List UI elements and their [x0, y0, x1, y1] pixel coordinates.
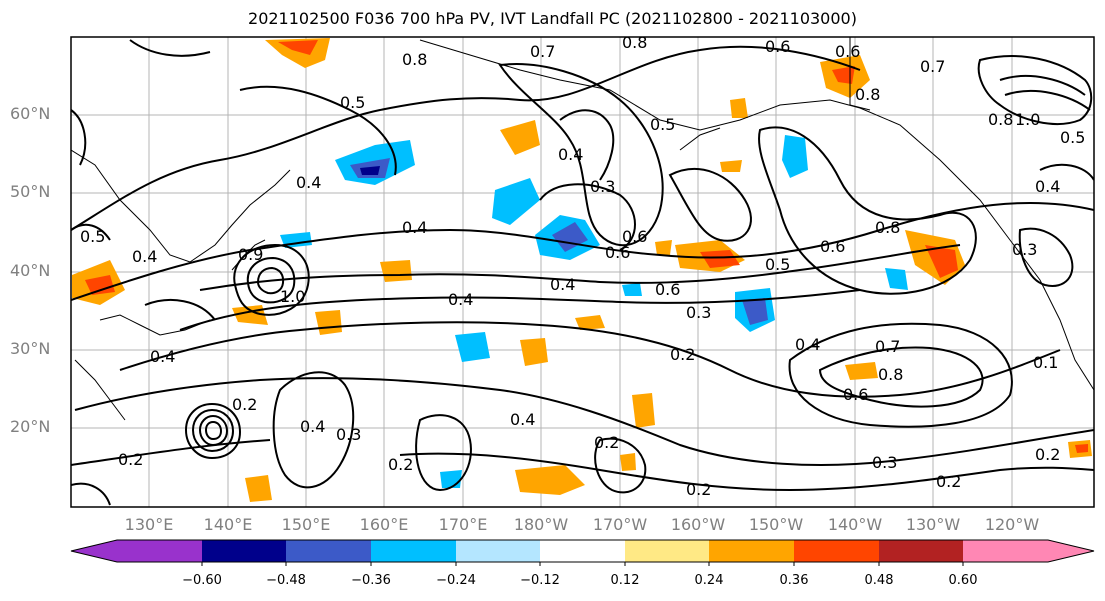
contour-label: 0.4 [550, 275, 575, 294]
contour-label: 0.7 [920, 57, 945, 76]
colorbar-tick-label: 0.24 [694, 573, 724, 588]
colorbar-tick-label: −0.60 [182, 573, 222, 588]
lon-label: 130°E [124, 515, 174, 534]
contour-label: 0.8 [622, 33, 647, 52]
contour-label: 0.2 [1035, 445, 1060, 464]
colorbar-bin [202, 540, 286, 562]
contour-label: 0.3 [590, 177, 615, 196]
contour-label: 0.2 [936, 472, 961, 491]
contour-label: 0.6 [605, 243, 630, 262]
lon-label: 160°W [670, 515, 726, 534]
contour-label: 0.5 [650, 115, 675, 134]
colorbar-extend-right [1048, 540, 1094, 562]
contour-label: 0.8 [402, 50, 427, 69]
contour-label: 0.9 [238, 245, 263, 264]
contour-label: 0.2 [594, 433, 619, 452]
colorbar-bin [286, 540, 371, 562]
lon-label: 150°W [748, 515, 804, 534]
contour-label: 0.6 [622, 227, 647, 246]
contour-label: 0.3 [336, 425, 361, 444]
lon-label: 160°E [359, 515, 409, 534]
contour-label: 0.3 [1012, 240, 1037, 259]
lat-label: 60°N [10, 104, 51, 123]
lat-label: 50°N [10, 182, 51, 201]
contour-label: 1.0 [280, 287, 305, 306]
lon-label: 130°W [905, 515, 961, 534]
contour-label: 0.4 [300, 417, 325, 436]
contour-label: 0.6 [765, 37, 790, 56]
lon-label: 120°W [984, 515, 1040, 534]
contour-label: 0.3 [872, 453, 897, 472]
colorbar-tick-label: 0.60 [948, 573, 978, 588]
map-frame [70, 36, 1095, 508]
contour-label: 0.5 [765, 255, 790, 274]
colorbar-outline [70, 539, 1095, 563]
contour-label: 0.2 [232, 395, 257, 414]
colorbar-tick-label: −0.36 [351, 573, 391, 588]
colorbar-bin [540, 540, 625, 562]
contour-label: 0.6 [843, 385, 868, 404]
contour-label: 0.3 [686, 303, 711, 322]
contour-label: 0.5 [340, 93, 365, 112]
contour-label: 0.2 [118, 450, 143, 469]
contour-labels: 0.8 0.7 0.6 0.6 0.8 0.5 0.4 0.3 0.5 0.4 … [80, 33, 1085, 499]
colorbar-tick-label: −0.12 [520, 573, 560, 588]
colorbar-bin [794, 540, 879, 562]
colorbar-bin [963, 540, 1048, 562]
colorbar-tick-label: 0.12 [610, 573, 640, 588]
contour-label: 0.7 [530, 42, 555, 61]
contour-label: 0.2 [388, 455, 413, 474]
colorbar-bin [625, 540, 709, 562]
contour-label: 0.1 [1033, 353, 1058, 372]
colorbar-extend-left [71, 540, 117, 562]
contour-label: 0.2 [670, 345, 695, 364]
contour-label: 0.4 [132, 247, 157, 266]
lon-label: 140°E [203, 515, 253, 534]
colorbar-bin [117, 540, 202, 562]
contour-label: 0.4 [402, 218, 427, 237]
contour-label: 0.4 [510, 410, 535, 429]
contour-label: 0.5 [1060, 128, 1085, 147]
contour-label: 0.4 [150, 347, 175, 366]
lon-label: 150°E [281, 515, 331, 534]
contour-label: 0.4 [296, 173, 321, 192]
lat-label: 20°N [10, 417, 51, 436]
shaded-anomalies [72, 38, 1092, 502]
lon-label: 140°W [827, 515, 883, 534]
contour-label: 1.0 [1015, 110, 1040, 129]
contour-label: 0.2 [686, 480, 711, 499]
contour-label: 0.8 [875, 218, 900, 237]
colorbar-bin [371, 540, 456, 562]
colorbar-tick-label: 0.48 [864, 573, 894, 588]
lat-label: 30°N [10, 339, 51, 358]
lat-label: 40°N [10, 261, 51, 280]
colorbar-bin [456, 540, 540, 562]
contour-label: 0.5 [80, 227, 105, 246]
contour-label: 0.8 [878, 365, 903, 384]
contour-label: 0.4 [795, 335, 820, 354]
contour-label: 0.8 [988, 110, 1013, 129]
contour-label: 0.6 [655, 280, 680, 299]
colorbar-tick-label: −0.48 [266, 573, 306, 588]
colorbar-tick-label: −0.24 [436, 573, 476, 588]
contour-label: 0.6 [820, 237, 845, 256]
map-title: 2021102500 F036 700 hPa PV, IVT Landfall… [248, 9, 857, 28]
lon-label: 170°E [438, 515, 488, 534]
colorbar-bin [879, 540, 963, 562]
lon-label: 180°W [513, 515, 569, 534]
contour-label: 0.4 [448, 290, 473, 309]
colorbar [70, 539, 1095, 566]
contour-label: 0.7 [875, 337, 900, 356]
contour-label: 0.4 [558, 145, 583, 164]
colorbar-bin [709, 540, 794, 562]
contour-label: 0.6 [835, 42, 860, 61]
contour-label: 0.4 [1035, 177, 1060, 196]
contour-label: 0.8 [855, 85, 880, 104]
lon-label: 170°W [592, 515, 648, 534]
pv-contours [71, 39, 1094, 506]
colorbar-tick-label: 0.36 [779, 573, 809, 588]
